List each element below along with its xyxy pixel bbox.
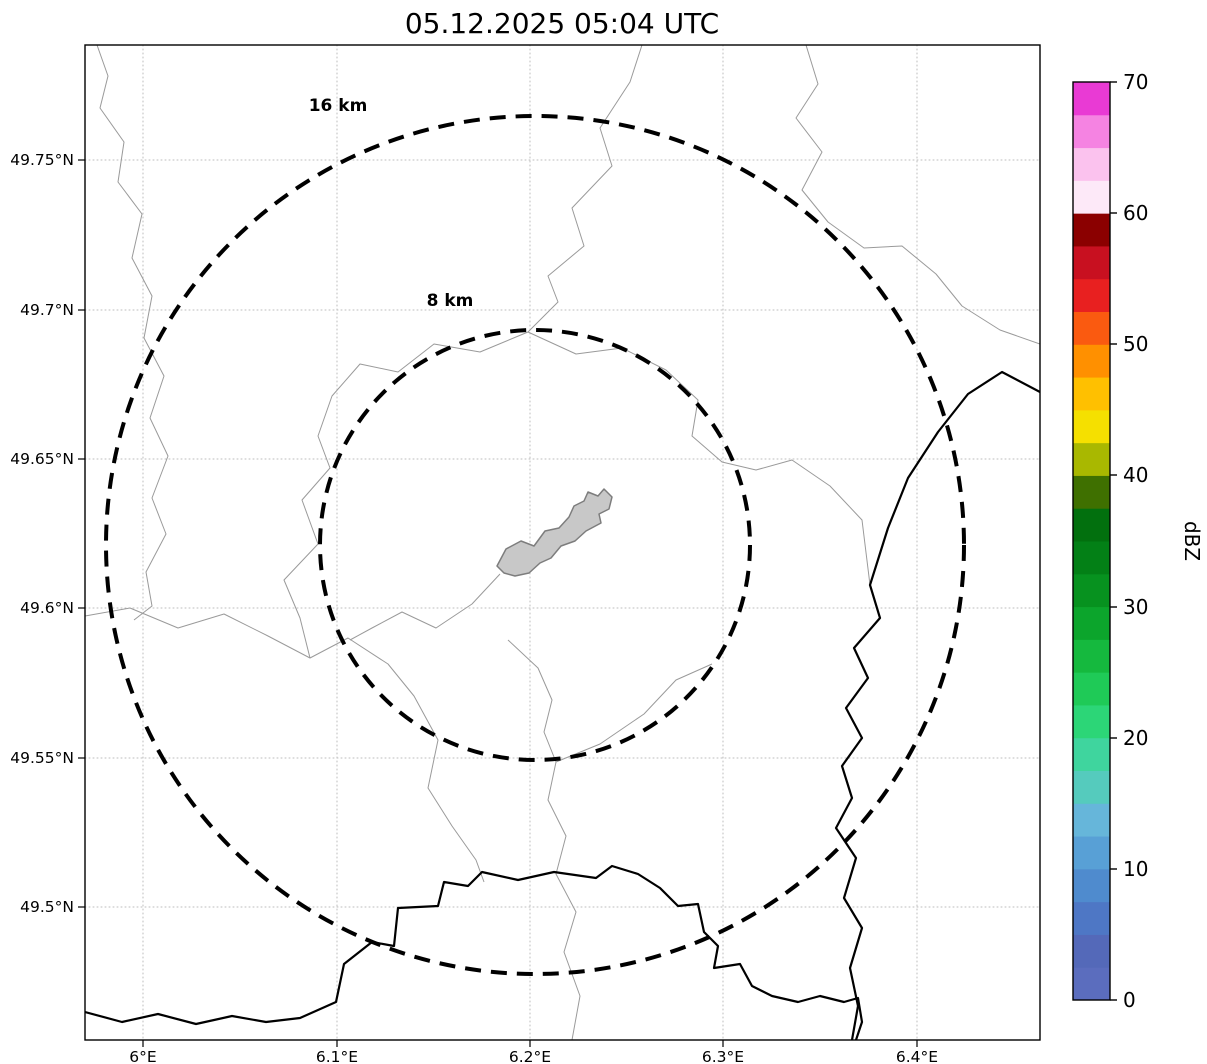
- colorbar-tick-label: 50: [1123, 332, 1148, 356]
- x-tick-label: 6.1°E: [316, 1048, 358, 1064]
- colorbar-unit-label: dBZ: [1180, 521, 1204, 561]
- y-tick-label: 49.55°N: [10, 749, 74, 767]
- colorbar-segment: [1073, 737, 1110, 771]
- colorbar-tick-label: 0: [1123, 988, 1136, 1012]
- colorbar-segment: [1073, 311, 1110, 345]
- colorbar-segment: [1073, 442, 1110, 476]
- colorbar-segment: [1073, 344, 1110, 378]
- country-border-line-east: [834, 370, 1040, 1040]
- colorbar-segment: [1073, 475, 1110, 509]
- map-feature-layer: [85, 45, 1040, 1040]
- colorbar-segment: [1073, 803, 1110, 837]
- colorbar-segment: [1073, 573, 1110, 608]
- colorbar-tick-label: 40: [1123, 463, 1148, 487]
- colorbar-frame: [1072, 81, 1111, 1001]
- country-border-line-south: [85, 864, 864, 1040]
- range-ring-label-16km: 16 km: [309, 96, 368, 116]
- colorbar-tick-label: 30: [1123, 595, 1148, 619]
- y-tick-label: 49.75°N: [10, 151, 74, 169]
- admin-border-lines: [85, 45, 1040, 1040]
- y-axis-tick-labels: 49.75°N 49.7°N 49.65°N 49.6°N 49.55°N 49…: [10, 151, 74, 916]
- colorbar-tick-label: 20: [1123, 726, 1148, 750]
- colorbar-segment: [1073, 278, 1110, 312]
- colorbar-tick-label: 60: [1123, 201, 1148, 225]
- colorbar-segment: [1073, 672, 1110, 706]
- y-tick-label: 49.5°N: [20, 898, 74, 916]
- admin-border-line: [283, 45, 643, 659]
- colorbar-segment: [1073, 836, 1110, 870]
- admin-border-line: [795, 45, 1040, 345]
- colorbar-tick-marks: [1110, 81, 1117, 1001]
- colorbar-segment: [1073, 377, 1110, 411]
- map-plot-frame: [84, 44, 1041, 1041]
- colorbar-segment: [1073, 541, 1110, 575]
- colorbar: 70 60 50 40 30 20 10 0 dBZ: [1072, 70, 1204, 1012]
- admin-border-line: [85, 607, 485, 883]
- colorbar-segment: [1073, 868, 1110, 903]
- x-tick-label: 6.2°E: [509, 1048, 551, 1064]
- axis-tick-marks: [78, 159, 918, 1047]
- colorbar-segment: [1073, 967, 1110, 1001]
- colorbar-tick-label: 70: [1123, 70, 1148, 94]
- admin-border-line: [527, 331, 871, 586]
- colorbar-segment: [1073, 213, 1110, 247]
- colorbar-segment: [1073, 606, 1110, 640]
- range-ring-label-8km: 8 km: [427, 291, 474, 311]
- figure-title: 05.12.2025 05:04 UTC: [405, 7, 719, 40]
- y-tick-label: 49.7°N: [20, 301, 74, 319]
- range-ring-16km: [104, 114, 966, 976]
- colorbar-segment: [1073, 508, 1110, 542]
- y-tick-label: 49.65°N: [10, 450, 74, 468]
- x-tick-label: 6°E: [129, 1048, 156, 1064]
- colorbar-segment: [1073, 934, 1110, 968]
- colorbar-segment: [1073, 704, 1110, 739]
- colorbar-segment: [1073, 901, 1110, 935]
- colorbar-segment: [1073, 114, 1110, 149]
- y-tick-label: 49.6°N: [20, 599, 74, 617]
- admin-border-line: [96, 45, 169, 621]
- colorbar-segment: [1073, 770, 1110, 804]
- colorbar-segment: [1073, 245, 1110, 280]
- colorbar-tick-labels: 70 60 50 40 30 20 10 0: [1123, 70, 1148, 1012]
- colorbar-segment: [1073, 639, 1110, 673]
- country-border-lines: [85, 370, 1040, 1040]
- x-tick-label: 6.4°E: [896, 1048, 938, 1064]
- range-ring-8km: [318, 328, 752, 762]
- grid-lines: [84, 44, 1041, 1041]
- colorbar-segment: [1073, 409, 1110, 444]
- colorbar-segment: [1073, 147, 1110, 181]
- colorbar-segment: [1073, 82, 1110, 116]
- colorbar-segment: [1073, 180, 1110, 214]
- admin-border-line: [555, 663, 713, 763]
- x-axis-tick-labels: 6°E 6.1°E 6.2°E 6.3°E 6.4°E: [129, 1048, 938, 1064]
- admin-border-line: [349, 573, 501, 641]
- admin-border-line: [507, 639, 581, 1040]
- city-area-polygon: [496, 488, 613, 577]
- colorbar-segments: [1073, 82, 1110, 1001]
- x-tick-label: 6.3°E: [702, 1048, 744, 1064]
- colorbar-tick-label: 10: [1123, 857, 1148, 881]
